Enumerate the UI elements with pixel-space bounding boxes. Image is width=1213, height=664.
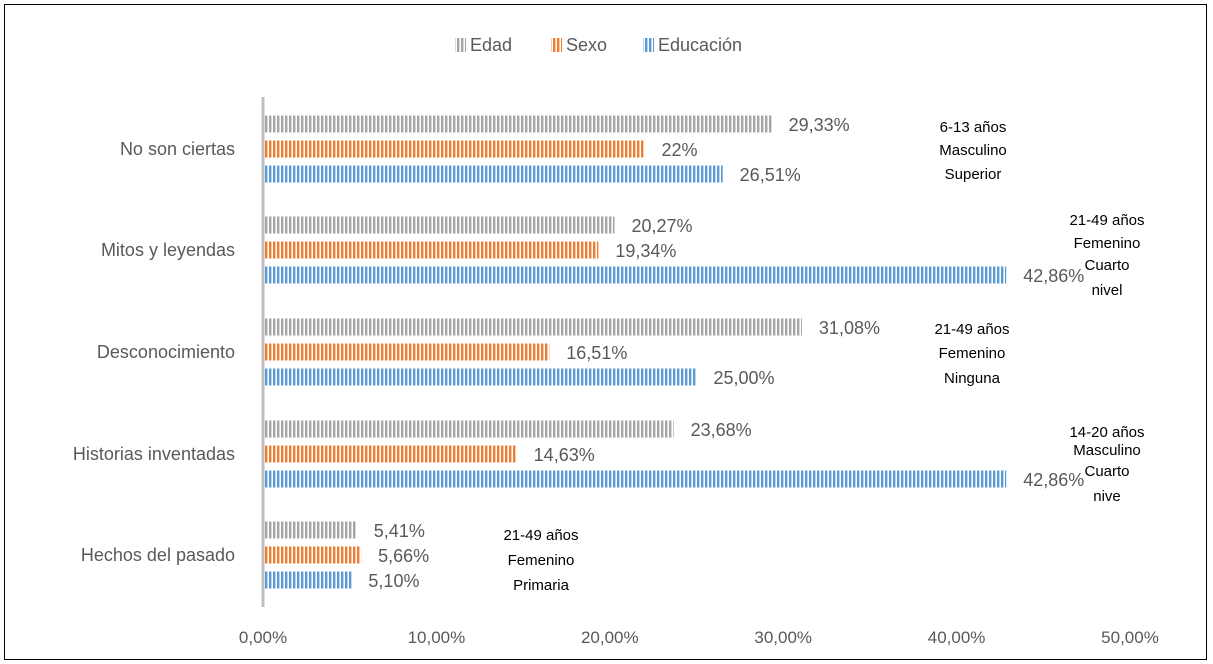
annotation-line: Cuarto <box>1084 257 1129 274</box>
x-tick-label: 40,00% <box>928 628 986 647</box>
bar-chart: Edad Sexo Educación No son ciertas 29,33% 22… <box>73 35 1159 647</box>
legend-item-edad: Edad <box>455 35 512 55</box>
bar <box>263 420 674 438</box>
bar <box>263 318 802 336</box>
annotation-line: Masculino <box>1073 442 1141 459</box>
data-label: 16,51% <box>566 343 627 363</box>
x-tick-label: 10,00% <box>408 628 466 647</box>
annotation-line: Femenino <box>1074 235 1141 252</box>
bar <box>263 216 615 234</box>
bar <box>263 115 772 133</box>
category-label: Mitos y leyendas <box>101 240 235 260</box>
data-label: 14,63% <box>534 445 595 465</box>
category-label: Hechos del pasado <box>81 545 235 565</box>
data-label: 29,33% <box>789 115 850 135</box>
category-label: No son ciertas <box>120 139 235 159</box>
data-label: 42,86% <box>1023 266 1084 286</box>
annotation-line: Masculino <box>939 142 1007 159</box>
data-label: 31,08% <box>819 318 880 338</box>
chart-frame: Edad Sexo Educación No son ciertas 29,33% 22… <box>4 4 1207 660</box>
annotation-line: Superior <box>945 166 1002 183</box>
chart-legend: Edad Sexo Educación <box>455 35 742 55</box>
bar <box>263 470 1007 488</box>
legend-item-educación: Educación <box>643 35 742 55</box>
data-label: 19,34% <box>615 241 676 261</box>
data-label: 25,00% <box>714 368 775 388</box>
bar <box>263 571 352 589</box>
x-tick-label: 30,00% <box>754 628 812 647</box>
data-label: 5,41% <box>374 521 425 541</box>
annotation-line: 21-49 años <box>934 321 1009 338</box>
data-label: 26,51% <box>740 165 801 185</box>
annotation-line: 21-49 años <box>503 527 578 544</box>
annotation: 21-49 años Femenino Ninguna <box>934 321 1009 387</box>
annotation-line: nive <box>1093 488 1121 505</box>
category-label: Desconocimiento <box>97 342 235 362</box>
x-tick-label: 50,00% <box>1101 628 1159 647</box>
data-label: 22% <box>661 140 697 160</box>
annotation-line: 14-20 años <box>1069 424 1144 441</box>
bar <box>263 521 357 539</box>
category-label: Historias inventadas <box>73 444 235 464</box>
annotation: 21-49 años Femenino Primaria <box>503 527 578 594</box>
bar <box>263 546 362 564</box>
legend-swatch <box>551 38 562 52</box>
bar <box>263 445 517 463</box>
bar <box>263 343 550 361</box>
data-label: 23,68% <box>691 420 752 440</box>
legend-label: Educación <box>658 35 742 55</box>
annotation-line: 21-49 años <box>1069 212 1144 229</box>
legend-label: Edad <box>470 35 512 55</box>
annotation-line: Femenino <box>939 345 1006 362</box>
annotation-line: nivel <box>1092 282 1123 299</box>
bar <box>263 368 697 386</box>
annotation-line: 6-13 años <box>940 119 1007 136</box>
annotation: 21-49 años Femenino Cuarto nivel <box>1069 212 1144 299</box>
bar <box>263 165 723 183</box>
annotation-line: Cuarto <box>1084 463 1129 480</box>
bar <box>263 241 599 259</box>
x-tick-label: 20,00% <box>581 628 639 647</box>
data-label: 5,10% <box>368 571 419 591</box>
legend-label: Sexo <box>566 35 607 55</box>
legend-swatch <box>643 38 654 52</box>
legend-item-sexo: Sexo <box>551 35 607 55</box>
data-label: 20,27% <box>631 216 692 236</box>
data-label: 5,66% <box>378 546 429 566</box>
data-label: 42,86% <box>1023 470 1084 490</box>
bar <box>263 266 1007 284</box>
annotation-line: Femenino <box>508 552 575 569</box>
annotation: 6-13 años Masculino Superior <box>939 119 1007 183</box>
bar <box>263 140 645 158</box>
legend-swatch <box>455 38 466 52</box>
annotation-line: Primaria <box>513 577 569 594</box>
x-tick-label: 0,00% <box>239 628 287 647</box>
annotation-line: Ninguna <box>944 370 1001 387</box>
